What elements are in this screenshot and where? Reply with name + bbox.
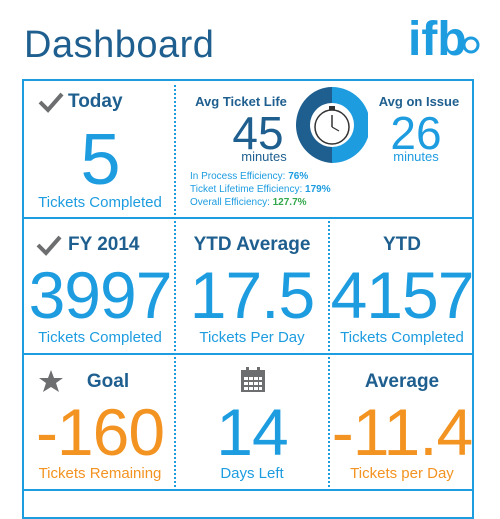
column-divider xyxy=(328,357,330,487)
ytd-average-label: YTD Average xyxy=(193,234,311,255)
row-divider xyxy=(24,489,472,491)
check-icon xyxy=(36,235,62,256)
row-divider xyxy=(24,217,472,219)
check-icon xyxy=(38,92,64,113)
efficiency-value: 179% xyxy=(305,184,331,195)
today-value: 5 xyxy=(80,120,120,200)
avg-ticket-life-value: 45 xyxy=(232,107,284,159)
column-divider xyxy=(328,221,330,351)
calendar-icon xyxy=(241,367,265,392)
stopwatch-icon xyxy=(296,87,368,163)
star-icon xyxy=(39,370,63,392)
days-left-caption: Days Left xyxy=(220,465,284,482)
svg-text:ifb: ifb xyxy=(408,13,467,63)
avg-ticket-life-label: Avg Ticket Life xyxy=(195,94,287,109)
efficiency-label: Ticket Lifetime Efficiency: xyxy=(190,184,303,195)
fy-caption: Tickets Completed xyxy=(38,329,162,346)
row-divider xyxy=(24,353,472,355)
ytd-average-value: 17.5 xyxy=(189,258,315,332)
fy-label: FY 2014 xyxy=(68,234,140,255)
today-caption: Tickets Completed xyxy=(38,194,162,211)
efficiency-value: 127.7% xyxy=(272,197,307,208)
overall-efficiency: Overall Efficiency: 127.7% xyxy=(190,196,307,209)
goal-value: -160 xyxy=(35,395,165,469)
page-title: Dashboard xyxy=(24,24,215,66)
average-caption: Tickets per Day xyxy=(350,465,454,482)
average-value: -11.4 xyxy=(331,395,474,469)
goal-caption: Tickets Remaining xyxy=(38,465,162,482)
ytd-label: YTD xyxy=(383,234,421,255)
ticket-lifetime-efficiency: Ticket Lifetime Efficiency: 179% xyxy=(190,183,331,196)
column-divider xyxy=(174,357,176,487)
efficiency-label: Overall Efficiency: xyxy=(190,197,270,208)
in-process-efficiency: In Process Efficiency: 76% xyxy=(190,170,308,183)
column-divider xyxy=(174,85,176,215)
goal-label: Goal xyxy=(86,371,130,392)
avg-on-issue-unit: minutes xyxy=(393,149,439,164)
today-label: Today xyxy=(68,91,123,112)
fy-value: 3997 xyxy=(28,258,173,332)
efficiency-label: In Process Efficiency: xyxy=(190,171,286,182)
ytd-average-caption: Tickets Per Day xyxy=(199,329,305,346)
avg-on-issue-value: 26 xyxy=(390,107,442,159)
days-left-value: 14 xyxy=(216,395,288,469)
avg-on-issue-label: Avg on Issue xyxy=(378,94,460,109)
efficiency-value: 76% xyxy=(288,171,309,182)
column-divider xyxy=(174,221,176,351)
dashboard-grid: Today 5 Tickets Completed Avg Ticket Lif… xyxy=(22,79,474,519)
average-label: Average xyxy=(364,371,440,392)
ytd-value: 4157 xyxy=(330,258,475,332)
avg-ticket-life-unit: minutes xyxy=(241,149,287,164)
ifb-logo: ifb xyxy=(408,13,480,63)
ytd-caption: Tickets Completed xyxy=(340,329,464,346)
